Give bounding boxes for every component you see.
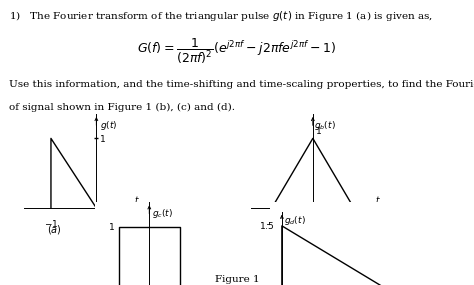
Text: Use this information, and the time-shifting and time-scaling properties, to find: Use this information, and the time-shift…	[9, 80, 474, 89]
Text: $g(t)$: $g(t)$	[100, 119, 118, 132]
Text: $g_c(t)$: $g_c(t)$	[152, 207, 173, 220]
Text: $g_b(t)$: $g_b(t)$	[314, 119, 336, 132]
Text: 1)   The Fourier transform of the triangular pulse $g(t)$ in Figure 1 (a) is giv: 1) The Fourier transform of the triangul…	[9, 9, 434, 23]
Text: $t$: $t$	[134, 194, 139, 205]
Text: $g_d(t)$: $g_d(t)$	[284, 214, 306, 227]
Text: $1$: $1$	[109, 221, 115, 232]
Text: $1$: $1$	[350, 218, 357, 229]
Text: $(a)$: $(a)$	[47, 223, 62, 236]
Text: $t$: $t$	[205, 283, 211, 285]
Text: $G(f) = \dfrac{1}{(2\pi f)^2}(e^{j2\pi f} - j2\pi f e^{j2\pi f} - 1)$: $G(f) = \dfrac{1}{(2\pi f)^2}(e^{j2\pi f…	[137, 37, 337, 66]
Text: $(b)$: $(b)$	[305, 223, 320, 236]
Text: of signal shown in Figure 1 (b), (c) and (d).: of signal shown in Figure 1 (b), (c) and…	[9, 103, 236, 112]
Text: $0$: $0$	[99, 218, 106, 229]
Text: $-1$: $-1$	[264, 218, 279, 229]
Text: $0$: $0$	[314, 218, 321, 229]
Text: $t$: $t$	[431, 284, 437, 285]
Text: $1$: $1$	[99, 133, 106, 144]
Text: Figure 1: Figure 1	[215, 275, 259, 284]
Text: $-1$: $-1$	[44, 218, 58, 229]
Text: $1.5$: $1.5$	[259, 220, 275, 231]
Text: $1$: $1$	[315, 125, 322, 136]
Text: $t$: $t$	[375, 194, 381, 205]
